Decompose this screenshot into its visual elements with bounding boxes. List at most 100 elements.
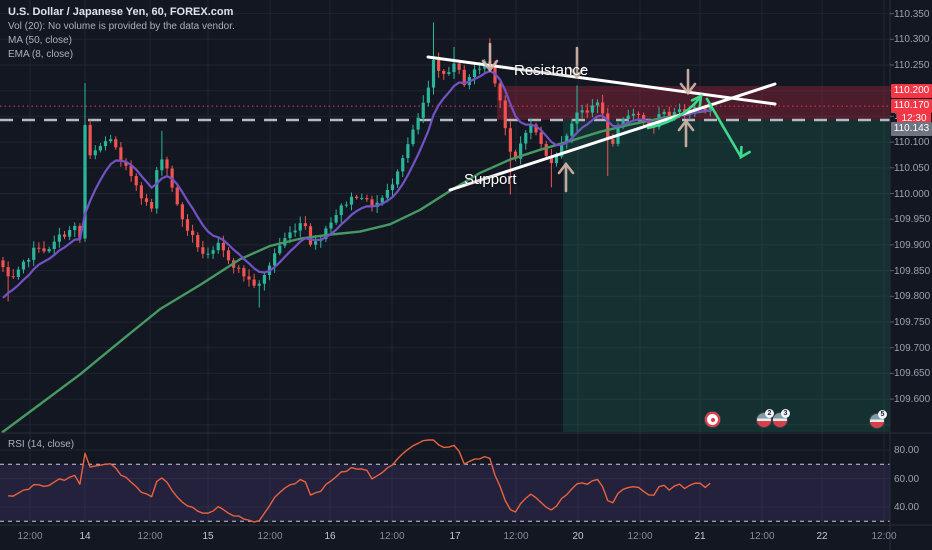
support-trendline[interactable] bbox=[448, 82, 777, 192]
time-tick-label[interactable]: 12:00 bbox=[257, 531, 283, 542]
candle-body bbox=[278, 245, 282, 254]
idea-bubble[interactable]: 2 bbox=[756, 409, 774, 428]
candle-body bbox=[452, 63, 456, 73]
candle-body bbox=[124, 161, 128, 166]
time-tick-label[interactable]: 21 bbox=[694, 531, 706, 542]
candle-body bbox=[37, 247, 41, 249]
time-tick-label[interactable]: 12:00 bbox=[871, 531, 897, 542]
time-tick-label[interactable]: 12:00 bbox=[627, 531, 653, 542]
candle-body bbox=[498, 83, 502, 101]
price-tick-label: 110.050 bbox=[894, 162, 930, 174]
price-tick-label: 110.350 bbox=[894, 8, 930, 20]
idea-bubble[interactable]: 3 bbox=[772, 409, 790, 428]
idea-count-badge: 3 bbox=[781, 409, 790, 418]
time-tick-label[interactable]: 15 bbox=[202, 531, 214, 542]
idea-count-badge: 2 bbox=[765, 409, 774, 418]
price-tick-label: 109.600 bbox=[894, 394, 931, 406]
candle-body bbox=[544, 143, 548, 156]
price-tick-label: 109.750 bbox=[894, 317, 931, 328]
rsi-line[interactable] bbox=[8, 439, 711, 523]
green-arrow-shaft[interactable] bbox=[705, 97, 743, 159]
green-arrow-head bbox=[739, 145, 751, 160]
candle-body bbox=[344, 204, 348, 206]
time-tick-label[interactable]: 22 bbox=[816, 531, 828, 542]
down-arrow[interactable] bbox=[568, 46, 586, 80]
candle-body bbox=[52, 241, 56, 250]
candle-body bbox=[144, 198, 149, 202]
time-tick-label[interactable]: 16 bbox=[324, 531, 336, 542]
down-arrow[interactable] bbox=[679, 68, 697, 96]
candle-body bbox=[150, 201, 154, 209]
up-arrow[interactable] bbox=[557, 161, 575, 193]
candle-body bbox=[406, 144, 410, 159]
candle-body bbox=[529, 124, 533, 133]
candle-body bbox=[565, 135, 569, 143]
time-tick-label[interactable]: 12:00 bbox=[749, 531, 775, 542]
time-tick-label[interactable]: 12:00 bbox=[503, 531, 529, 542]
idea-bubble[interactable]: 5 bbox=[869, 410, 887, 429]
down-arrow[interactable] bbox=[481, 42, 499, 73]
candle-body bbox=[21, 261, 26, 270]
candle-body bbox=[185, 219, 190, 231]
candle-body bbox=[447, 72, 451, 74]
candle-body bbox=[339, 205, 343, 216]
chart-legend[interactable]: U.S. Dollar / Japanese Yen, 60, FOREX.co… bbox=[8, 6, 235, 61]
time-tick-label[interactable]: 12:00 bbox=[17, 531, 43, 542]
candle-body bbox=[560, 142, 564, 157]
candle-body bbox=[703, 106, 707, 112]
idea-bubble[interactable] bbox=[704, 411, 721, 428]
time-tick-label[interactable]: 12:00 bbox=[379, 531, 405, 542]
support-zone[interactable] bbox=[563, 120, 890, 432]
candle-body bbox=[211, 250, 215, 254]
ma-study-label[interactable]: MA (50, close) bbox=[8, 35, 72, 46]
candle-body bbox=[314, 241, 318, 245]
time-tick-label[interactable]: 20 bbox=[572, 531, 584, 542]
candle-body bbox=[201, 247, 205, 254]
candle-body bbox=[708, 106, 712, 112]
candle-body bbox=[206, 253, 210, 255]
ma50-line[interactable] bbox=[1, 109, 713, 434]
ema-study-label[interactable]: EMA (8, close) bbox=[8, 49, 74, 60]
volume-study-label[interactable]: Vol (20): No volume is provided by the d… bbox=[8, 21, 235, 32]
candle-body bbox=[73, 225, 77, 231]
candle-body bbox=[42, 248, 46, 252]
symbol-title[interactable]: U.S. Dollar / Japanese Yen, 60, FOREX.co… bbox=[8, 6, 234, 18]
price-tick-label: 109.950 bbox=[894, 214, 931, 226]
candle-body bbox=[601, 102, 605, 114]
candle-body bbox=[642, 114, 646, 122]
rsi-study-label[interactable]: RSI (14, close) bbox=[8, 439, 75, 450]
candle-body bbox=[216, 242, 220, 251]
candle-body bbox=[27, 259, 31, 262]
candle-body bbox=[129, 165, 133, 177]
green-arrow-head bbox=[690, 93, 703, 108]
resistance-annotation-label[interactable]: Resistance bbox=[514, 62, 589, 79]
target-icon bbox=[705, 412, 720, 427]
candle-body bbox=[273, 253, 277, 266]
candle-body bbox=[293, 230, 297, 233]
candle-body bbox=[88, 124, 92, 156]
candle-body bbox=[109, 139, 113, 142]
price-tick-label: 109.900 bbox=[894, 239, 931, 251]
time-tick-label[interactable]: 12:00 bbox=[137, 531, 163, 542]
candle-body bbox=[11, 276, 15, 278]
price-tick-label: 110.100 bbox=[894, 137, 930, 149]
green-arrow-shaft[interactable] bbox=[646, 94, 703, 130]
price-tick-label: 109.650 bbox=[894, 368, 931, 380]
candle-body bbox=[119, 147, 123, 162]
rsi-band bbox=[0, 464, 890, 522]
time-tick-label[interactable]: 14 bbox=[79, 531, 91, 542]
candle-body bbox=[693, 107, 697, 111]
resistance-zone[interactable] bbox=[497, 86, 890, 120]
support-annotation-label[interactable]: Support bbox=[464, 171, 517, 188]
time-tick-label[interactable]: 17 bbox=[449, 531, 461, 542]
candle-body bbox=[667, 111, 671, 119]
up-arrow[interactable] bbox=[677, 118, 695, 148]
candle-body bbox=[98, 146, 102, 151]
candle-body bbox=[457, 63, 461, 70]
candle-body bbox=[539, 132, 543, 144]
ema8-line[interactable] bbox=[2, 69, 711, 299]
candle-body bbox=[32, 247, 36, 260]
candle-body bbox=[324, 228, 328, 240]
